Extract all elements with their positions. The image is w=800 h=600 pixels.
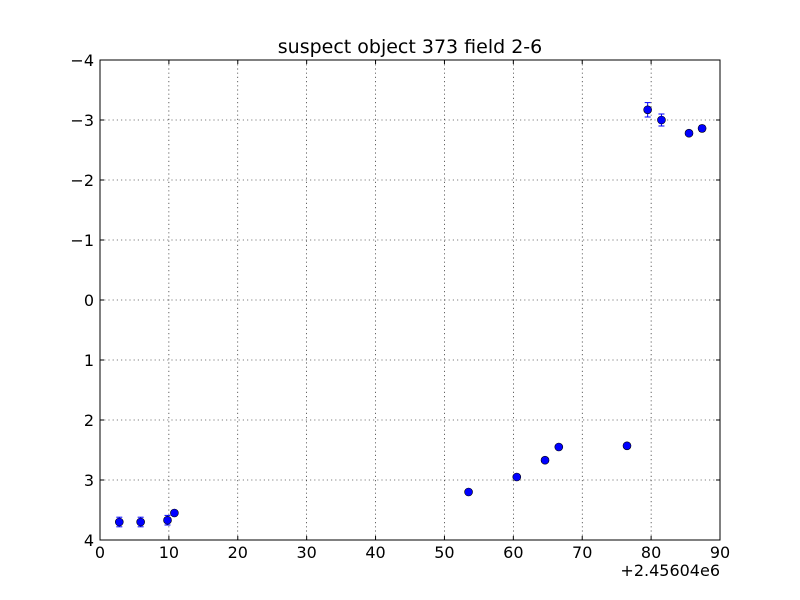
data-point <box>512 472 522 482</box>
y-tick-label: −4 <box>70 51 94 70</box>
y-tick-label: 3 <box>84 471 94 490</box>
y-tick-label: −1 <box>70 231 94 250</box>
data-point <box>114 517 124 527</box>
x-axis-offset-label: +2.45604e6 <box>620 561 720 580</box>
data-point <box>657 115 666 125</box>
x-tick-label: 30 <box>296 543 316 562</box>
axis-ticks: 0 10 20 30 40 50 60 70 80 90 −4 −3 −2 −1 0 1 2 3 4 <box>70 51 730 562</box>
x-tick-label: 20 <box>228 543 248 562</box>
data-point <box>554 442 564 452</box>
data-point <box>163 515 172 525</box>
data-point <box>540 455 550 465</box>
x-tick-label: 80 <box>641 543 661 562</box>
x-tick-label: 60 <box>503 543 523 562</box>
x-tick-label: 10 <box>159 543 179 562</box>
y-tick-label: −3 <box>70 111 94 130</box>
data-point <box>697 124 707 133</box>
data-point <box>170 508 179 518</box>
data-point <box>684 128 694 138</box>
y-tick-label: 4 <box>84 531 94 550</box>
x-tick-label: 70 <box>572 543 592 562</box>
data-point <box>464 487 473 497</box>
data-point <box>622 441 632 451</box>
y-tick-label: 0 <box>84 291 94 310</box>
x-tick-label: 50 <box>434 543 454 562</box>
x-tick-label: 90 <box>710 543 730 562</box>
grid <box>100 60 720 540</box>
data-point <box>136 517 145 527</box>
x-tick-label: 0 <box>95 543 105 562</box>
data-points <box>114 102 707 528</box>
y-tick-label: 1 <box>84 351 94 370</box>
x-tick-label: 40 <box>365 543 385 562</box>
y-tick-label: 2 <box>84 411 94 430</box>
chart-title: suspect object 373 field 2-6 <box>278 36 543 58</box>
y-tick-label: −2 <box>70 171 94 190</box>
data-point <box>643 105 652 115</box>
